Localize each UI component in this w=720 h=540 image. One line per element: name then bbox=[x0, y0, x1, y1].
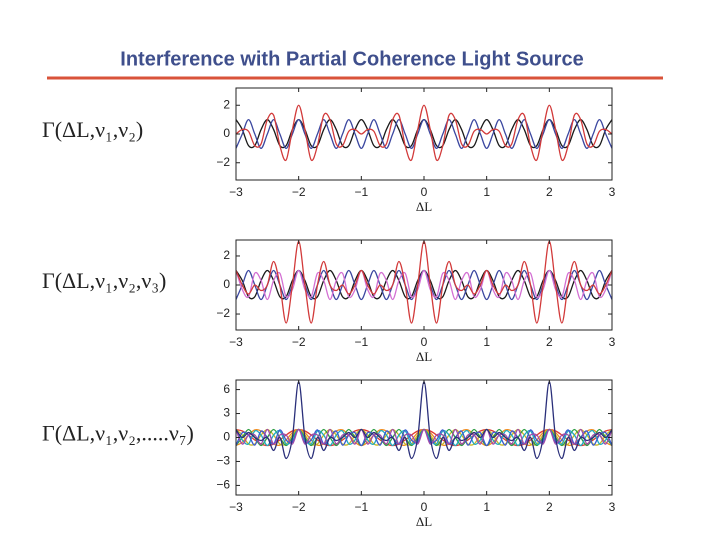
x-tick-label: 3 bbox=[609, 335, 616, 349]
y-axis-label: Γ(ΔL,ν₁,ν₂,ν₃) bbox=[42, 268, 166, 293]
series-line bbox=[236, 118, 612, 150]
x-tick-label: −2 bbox=[292, 335, 306, 349]
x-axis-label: ΔL bbox=[416, 514, 432, 529]
series-line bbox=[236, 104, 612, 162]
x-tick-label: −3 bbox=[229, 335, 243, 349]
y-tick-label: −2 bbox=[216, 306, 230, 320]
x-tick-label: 2 bbox=[546, 500, 553, 514]
x-tick-label: 0 bbox=[421, 335, 428, 349]
y-tick-label: 0 bbox=[223, 277, 230, 291]
y-tick-label: 0 bbox=[223, 126, 230, 140]
y-tick-label: 0 bbox=[223, 430, 230, 444]
x-tick-label: −3 bbox=[229, 500, 243, 514]
y-tick-label: 2 bbox=[223, 97, 230, 111]
y-tick-label: −3 bbox=[216, 454, 230, 468]
x-tick-label: −2 bbox=[292, 500, 306, 514]
y-tick-label: −2 bbox=[216, 155, 230, 169]
x-tick-label: −2 bbox=[292, 185, 306, 199]
y-tick-label: 6 bbox=[223, 382, 230, 396]
y-tick-label: 2 bbox=[223, 248, 230, 262]
x-tick-label: 3 bbox=[609, 500, 616, 514]
x-tick-label: −1 bbox=[354, 500, 368, 514]
x-tick-label: 1 bbox=[483, 500, 490, 514]
x-tick-label: 2 bbox=[546, 185, 553, 199]
x-tick-label: −1 bbox=[354, 335, 368, 349]
x-tick-label: 0 bbox=[421, 185, 428, 199]
x-tick-label: −1 bbox=[354, 185, 368, 199]
x-axis-label: ΔL bbox=[416, 349, 432, 364]
y-axis-label: Γ(ΔL,ν₁,ν₂,.....ν₇) bbox=[42, 421, 194, 446]
y-tick-label: −6 bbox=[216, 478, 230, 492]
x-tick-label: 1 bbox=[483, 185, 490, 199]
x-tick-label: −3 bbox=[229, 185, 243, 199]
series-line bbox=[236, 428, 612, 445]
y-tick-label: 3 bbox=[223, 406, 230, 420]
x-tick-label: 3 bbox=[609, 185, 616, 199]
x-tick-label: 1 bbox=[483, 335, 490, 349]
series-line bbox=[236, 269, 612, 301]
x-tick-label: 0 bbox=[421, 500, 428, 514]
slide-title: Interference with Partial Coherence Ligh… bbox=[120, 48, 583, 70]
x-axis-label: ΔL bbox=[416, 199, 432, 214]
x-tick-label: 2 bbox=[546, 335, 553, 349]
y-axis-label: Γ(ΔL,ν₁,ν₂) bbox=[42, 117, 143, 142]
